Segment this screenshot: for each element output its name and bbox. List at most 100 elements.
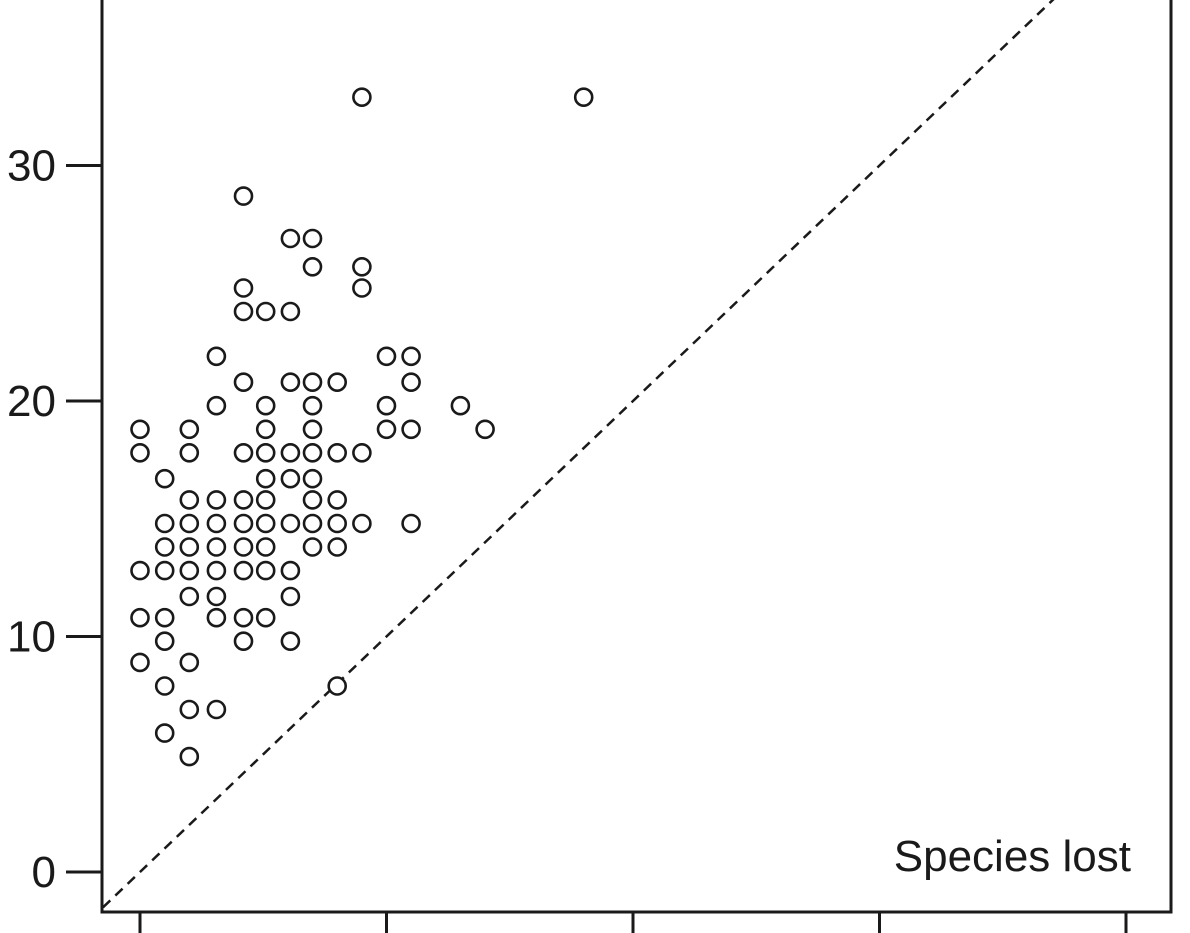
data-point bbox=[352, 256, 372, 277]
data-point bbox=[179, 537, 200, 557]
data-point bbox=[154, 676, 175, 696]
data-point bbox=[401, 372, 421, 393]
data-point bbox=[154, 723, 175, 743]
data-point bbox=[573, 87, 594, 107]
data-point bbox=[302, 395, 323, 416]
data-point bbox=[255, 468, 276, 489]
data-point bbox=[280, 228, 301, 249]
data-point bbox=[255, 537, 276, 557]
y-tick-label-10: 10 bbox=[7, 613, 56, 662]
reference-line-y-equals-x bbox=[102, 0, 1055, 909]
data-point bbox=[255, 442, 276, 463]
data-point bbox=[154, 468, 175, 489]
data-point bbox=[280, 442, 301, 463]
axes bbox=[100, 0, 1173, 914]
data-point bbox=[154, 513, 175, 534]
data-point bbox=[179, 586, 200, 607]
data-point bbox=[255, 395, 276, 416]
data-point bbox=[233, 186, 254, 206]
data-point bbox=[206, 513, 227, 534]
data-point bbox=[280, 631, 301, 652]
data-point bbox=[255, 607, 276, 628]
data-point bbox=[327, 372, 348, 393]
data-points bbox=[130, 87, 594, 767]
x-axis-ticks bbox=[138, 912, 1128, 933]
data-point bbox=[302, 256, 323, 277]
data-point bbox=[179, 560, 200, 581]
data-point bbox=[130, 442, 150, 463]
data-point bbox=[376, 419, 397, 440]
data-point bbox=[280, 372, 301, 393]
data-point bbox=[154, 537, 175, 557]
data-point bbox=[179, 699, 200, 720]
data-point bbox=[327, 442, 348, 463]
data-point bbox=[302, 419, 323, 440]
data-point bbox=[352, 278, 372, 298]
data-point bbox=[233, 607, 254, 628]
data-point bbox=[179, 652, 200, 673]
data-point bbox=[130, 560, 150, 581]
data-point bbox=[255, 560, 276, 581]
data-point bbox=[233, 631, 254, 652]
data-point bbox=[302, 372, 323, 393]
data-point bbox=[233, 513, 254, 534]
data-point bbox=[280, 560, 301, 581]
data-point bbox=[327, 490, 348, 510]
species-lost-label: Species lost bbox=[894, 832, 1131, 881]
data-point bbox=[206, 537, 227, 557]
data-point bbox=[206, 560, 227, 581]
data-point bbox=[206, 395, 227, 416]
data-point bbox=[352, 442, 372, 463]
y-tick-label-30: 30 bbox=[7, 142, 56, 191]
data-point bbox=[130, 607, 150, 628]
data-point bbox=[280, 301, 301, 322]
data-point bbox=[302, 490, 323, 510]
data-point bbox=[302, 442, 323, 463]
data-point bbox=[130, 652, 150, 673]
data-point bbox=[206, 346, 227, 367]
data-point bbox=[179, 746, 200, 767]
data-point bbox=[255, 513, 276, 534]
data-point bbox=[255, 301, 276, 322]
data-point bbox=[233, 442, 254, 463]
data-point bbox=[280, 468, 301, 489]
data-point bbox=[233, 301, 254, 322]
data-point bbox=[179, 513, 200, 534]
data-point bbox=[206, 607, 227, 628]
data-point bbox=[352, 513, 372, 534]
data-point bbox=[327, 513, 348, 534]
data-point bbox=[154, 560, 175, 581]
data-point bbox=[233, 560, 254, 581]
data-point bbox=[233, 537, 254, 557]
data-point bbox=[401, 419, 421, 440]
data-point bbox=[206, 586, 227, 607]
y-tick-label-0: 0 bbox=[32, 848, 56, 897]
data-point bbox=[376, 346, 397, 367]
data-point bbox=[206, 490, 227, 510]
plot-frame bbox=[100, 0, 1173, 914]
data-point bbox=[302, 537, 323, 557]
data-point bbox=[179, 419, 200, 440]
data-point bbox=[255, 490, 276, 510]
data-point bbox=[255, 419, 276, 440]
data-point bbox=[179, 442, 200, 463]
data-point bbox=[302, 513, 323, 534]
data-point bbox=[154, 631, 175, 652]
data-point bbox=[376, 395, 397, 416]
data-point bbox=[352, 87, 372, 107]
data-point bbox=[233, 372, 254, 393]
data-point bbox=[401, 346, 421, 367]
data-point bbox=[302, 228, 323, 249]
data-point bbox=[233, 490, 254, 510]
data-point bbox=[154, 607, 175, 628]
data-point bbox=[179, 490, 200, 510]
y-tick-label-20: 20 bbox=[7, 377, 56, 426]
data-point bbox=[401, 513, 421, 534]
data-point bbox=[327, 676, 348, 696]
data-point bbox=[233, 278, 254, 298]
data-point bbox=[280, 513, 301, 534]
y-axis-ticks: 0 10 20 30 bbox=[7, 142, 102, 897]
data-point bbox=[475, 419, 495, 440]
data-point bbox=[206, 699, 227, 720]
